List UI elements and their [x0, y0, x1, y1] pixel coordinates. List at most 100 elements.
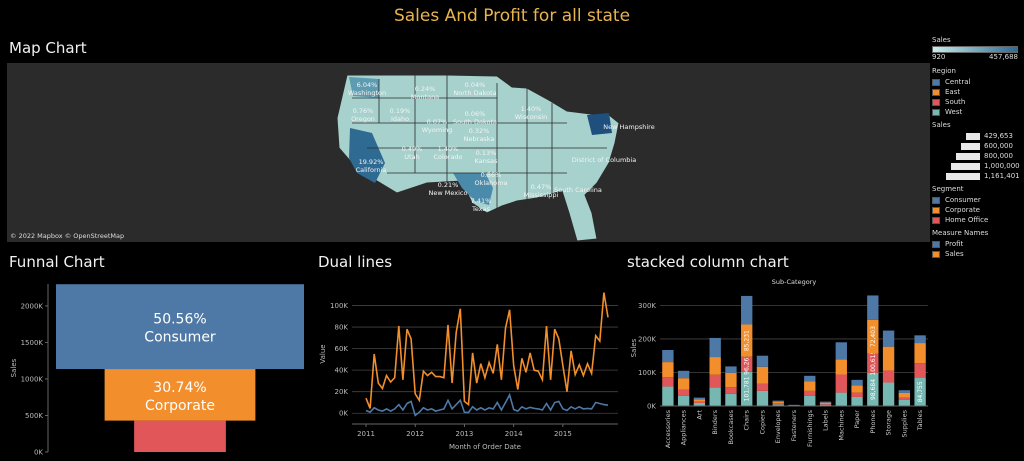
region-legend-item-central[interactable]: Central	[932, 77, 1022, 87]
stack-segment-bookcases-east[interactable]	[725, 372, 737, 388]
stack-segment-furnishings-south[interactable]	[804, 390, 816, 396]
stack-segment-envelopes-west[interactable]	[772, 404, 784, 406]
stack-segment-tables-central[interactable]	[914, 335, 926, 344]
stack-segment-envelopes-south[interactable]	[772, 403, 784, 405]
stack-segment-binders-central[interactable]	[709, 337, 721, 358]
funnel-chart[interactable]: 0K 500K 1000K 1500K 2000K Sales 30.74% Corporat…	[0, 276, 305, 461]
map-label-pct: 0.04%	[464, 81, 486, 89]
legend-label: Profit	[945, 240, 964, 248]
stack-segment-machines-east[interactable]	[835, 359, 847, 375]
map-label-colorado: 1.40% Colorado	[433, 145, 462, 161]
stack-segment-furnishings-east[interactable]	[804, 381, 816, 391]
stack-segment-chairs-central[interactable]	[741, 295, 753, 325]
stack-segment-paper-east[interactable]	[851, 385, 863, 393]
stack-segment-storage-central[interactable]	[882, 330, 895, 347]
region-legend-item-south[interactable]: South	[932, 97, 1022, 107]
segment-legend-item-corporate[interactable]: Corporate	[932, 205, 1022, 215]
stack-segment-accessories-south[interactable]	[662, 377, 674, 387]
stack-segment-supplies-east[interactable]	[898, 392, 911, 398]
stack-segment-storage-south[interactable]	[882, 370, 895, 383]
stack-segment-labels-central[interactable]	[819, 401, 832, 403]
stack-segment-machines-central[interactable]	[835, 342, 847, 360]
stack-segment-storage-west[interactable]	[882, 382, 895, 406]
stack-segment-tables-south[interactable]	[914, 363, 926, 378]
stack-segment-accessories-east[interactable]	[662, 362, 674, 378]
stack-segment-art-west[interactable]	[693, 402, 706, 406]
funnel-bar-corporate[interactable]	[104, 369, 256, 421]
legend-label: Corporate	[945, 206, 980, 214]
stack-segment-copiers-central[interactable]	[756, 355, 769, 367]
stack-segment-binders-south[interactable]	[709, 374, 721, 388]
stack-segment-appliances-south[interactable]	[677, 389, 690, 396]
stack-segment-envelopes-east[interactable]	[772, 401, 784, 404]
map-label-mississippi: 0.47% Mississippi	[524, 183, 559, 199]
stack-x-tick-label: Accessories	[664, 409, 672, 448]
map-chart[interactable]: 6.04% Washington 0.24% Montana 0.04% North Da…	[7, 63, 930, 242]
stack-segment-phones-west[interactable]	[867, 372, 879, 406]
stack-segment-tables-west[interactable]	[914, 377, 926, 406]
stack-segment-labels-south[interactable]	[819, 403, 832, 405]
stack-segment-art-east[interactable]	[693, 399, 706, 402]
stack-segment-bookcases-west[interactable]	[725, 393, 737, 406]
region-legend-item-west[interactable]: West	[932, 107, 1022, 117]
map-label-kansas: 0.13% Kansas	[474, 149, 497, 165]
stack-segment-machines-west[interactable]	[835, 392, 847, 406]
stack-segment-paper-central[interactable]	[851, 379, 863, 386]
stack-segment-appliances-central[interactable]	[677, 370, 690, 379]
stack-segment-fasteners-central[interactable]	[788, 404, 800, 406]
line-series-sales[interactable]	[365, 292, 609, 409]
funnel-bar-consumer[interactable]	[56, 284, 304, 370]
stack-segment-accessories-central[interactable]	[662, 350, 674, 363]
stack-segment-copiers-west[interactable]	[756, 390, 769, 406]
stack-segment-copiers-south[interactable]	[756, 383, 769, 391]
stack-segment-bookcases-south[interactable]	[725, 387, 737, 394]
stack-data-label: 72,403	[870, 326, 877, 347]
stack-segment-storage-east[interactable]	[882, 346, 895, 371]
stack-segment-labels-west[interactable]	[819, 404, 832, 406]
stack-segment-bookcases-central[interactable]	[725, 366, 737, 373]
segment-legend-item-consumer[interactable]: Consumer	[932, 195, 1022, 205]
stack-segment-appliances-east[interactable]	[677, 378, 690, 390]
segment-legend-item-home-office[interactable]: Home Office	[932, 215, 1022, 225]
stack-segment-chairs-east[interactable]	[741, 324, 753, 357]
stack-segment-accessories-west[interactable]	[662, 386, 674, 406]
stack-segment-supplies-west[interactable]	[898, 399, 911, 406]
sales-size-legend-item: 1,000,000	[932, 161, 1022, 171]
map-label-wisconsin: 1.40% Wisconsin	[515, 105, 547, 121]
stack-segment-binders-west[interactable]	[709, 387, 721, 406]
legend-label: Central	[945, 78, 971, 86]
stack-segment-phones-central[interactable]	[867, 295, 879, 320]
stack-segment-paper-west[interactable]	[851, 396, 863, 406]
stack-segment-machines-south[interactable]	[835, 374, 847, 393]
stack-segment-tables-east[interactable]	[914, 343, 926, 364]
stack-segment-supplies-central[interactable]	[898, 390, 911, 393]
map-label-state: Utah	[404, 153, 420, 161]
stack-segment-supplies-south[interactable]	[898, 397, 911, 400]
funnel-bar-home-office[interactable]	[134, 420, 226, 452]
stack-x-tick-label: Copiers	[758, 409, 766, 434]
stack-segment-art-south[interactable]	[693, 401, 706, 403]
map-label-pct: 1.40%	[520, 105, 542, 113]
measure-legend-item-profit[interactable]: Profit	[932, 239, 1022, 249]
stack-segment-chairs-south[interactable]	[741, 356, 753, 372]
stack-segment-furnishings-central[interactable]	[804, 375, 816, 382]
stack-segment-art-central[interactable]	[693, 397, 706, 400]
legend-label: South	[945, 98, 966, 106]
stack-segment-chairs-west[interactable]	[741, 371, 753, 406]
measure-legend-item-sales[interactable]: Sales	[932, 249, 1022, 259]
stack-x-tick-label: Appliances	[680, 409, 688, 445]
stack-segment-labels-east[interactable]	[819, 402, 832, 404]
stack-segment-furnishings-west[interactable]	[804, 395, 816, 406]
stack-segment-binders-east[interactable]	[709, 357, 721, 375]
stack-segment-appliances-west[interactable]	[677, 395, 690, 406]
stack-segment-paper-south[interactable]	[851, 392, 863, 397]
line-series-profit[interactable]	[365, 392, 609, 417]
dual-lines-chart[interactable]: 0K 20K 40K 60K 80K 100K 2011 2012 2013 2014 2015 Mo…	[310, 276, 622, 461]
funnel-category-label: Corporate	[145, 398, 215, 414]
stack-segment-copiers-east[interactable]	[756, 366, 769, 384]
stacked-column-chart[interactable]: Sub-Category 0K 100K 200K 300K Sales Accessori…	[622, 276, 932, 461]
stack-segment-envelopes-central[interactable]	[772, 400, 784, 402]
stack-segment-phones-east[interactable]	[867, 319, 879, 354]
region-legend-item-east[interactable]: East	[932, 87, 1022, 97]
stack-segment-phones-south[interactable]	[867, 353, 879, 373]
